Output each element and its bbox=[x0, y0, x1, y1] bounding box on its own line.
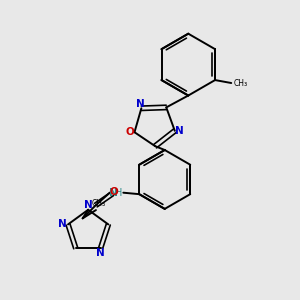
Text: N: N bbox=[96, 248, 105, 258]
Text: O: O bbox=[110, 188, 118, 197]
Text: CH₃: CH₃ bbox=[234, 79, 248, 88]
Text: N: N bbox=[109, 188, 118, 198]
Text: N: N bbox=[175, 126, 184, 136]
Text: N: N bbox=[58, 219, 67, 230]
Text: N: N bbox=[136, 99, 145, 109]
Text: N: N bbox=[84, 200, 92, 210]
Text: CH₃: CH₃ bbox=[92, 199, 106, 208]
Text: H: H bbox=[115, 188, 122, 198]
Text: O: O bbox=[125, 127, 134, 137]
